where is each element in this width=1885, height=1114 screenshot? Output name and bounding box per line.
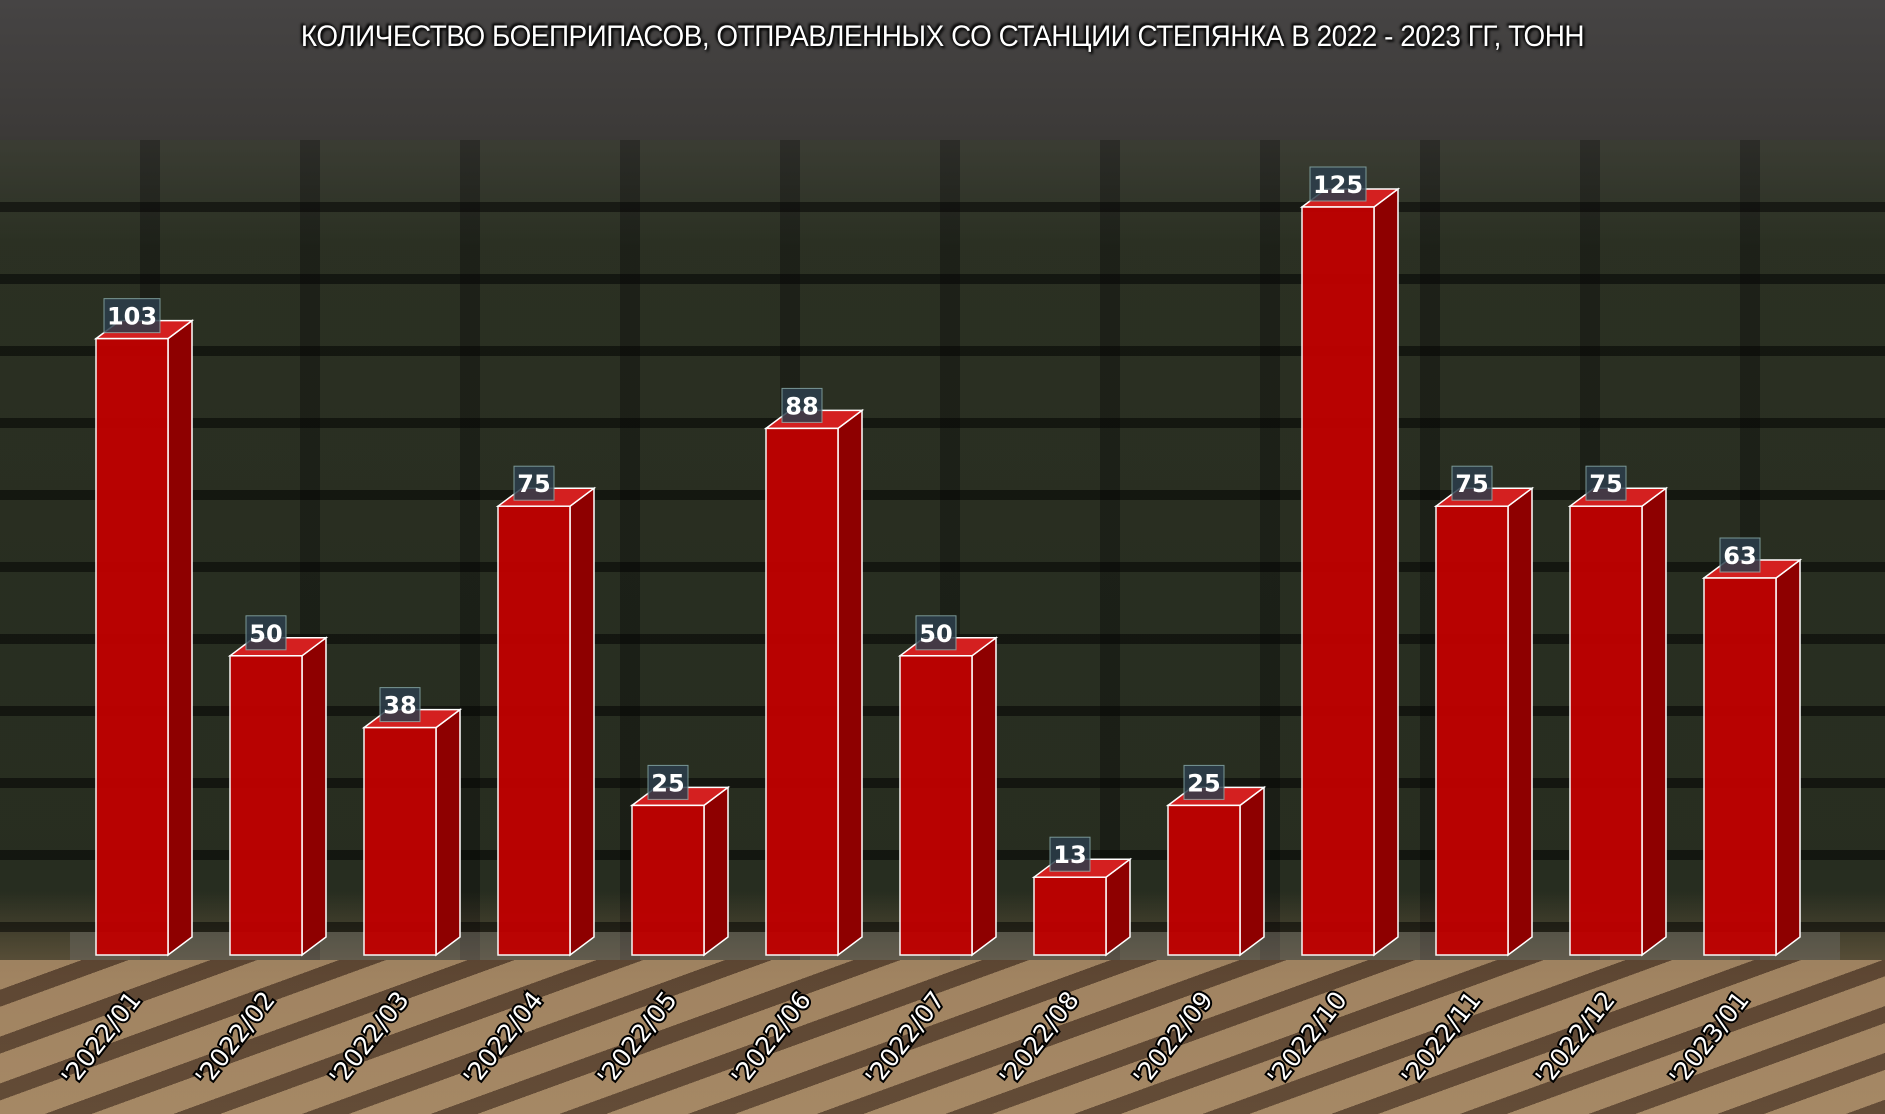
x-tick-label: '2022/10 (1262, 986, 1353, 1091)
data-label-box (513, 465, 555, 501)
data-label: 13 (1053, 841, 1086, 869)
bar-side (301, 636, 327, 957)
background-floor (0, 960, 1885, 1114)
data-label: 75 (1589, 470, 1622, 498)
bar-side (971, 636, 997, 957)
bar (1703, 577, 1777, 956)
x-tick-label: '2022/01 (56, 986, 147, 1091)
bar (1569, 505, 1643, 956)
data-label: 75 (517, 470, 550, 498)
x-tick-label: '2022/09 (1128, 986, 1219, 1091)
bar (229, 655, 303, 956)
x-tick-label: '2022/07 (860, 986, 951, 1091)
bar-side (1373, 187, 1399, 957)
data-label-box (1451, 465, 1493, 501)
data-label-box (1049, 836, 1091, 872)
data-label: 25 (1187, 769, 1220, 797)
bar (899, 655, 973, 956)
data-label-box (781, 387, 823, 423)
data-label: 63 (1723, 542, 1756, 570)
bar-side (569, 486, 595, 957)
bar (631, 804, 705, 956)
bar (1033, 876, 1107, 956)
data-label-box (647, 764, 689, 800)
data-label-box (103, 298, 161, 334)
bar (1167, 804, 1241, 956)
data-label-box (1183, 764, 1225, 800)
data-label-box (1309, 166, 1367, 202)
x-tick-label: '2022/05 (592, 986, 683, 1091)
data-label: 103 (107, 303, 157, 331)
x-tick-label: '2022/06 (726, 986, 817, 1091)
bar (1301, 206, 1375, 956)
data-label: 75 (1455, 470, 1488, 498)
data-label-box (915, 615, 957, 651)
data-label-box (245, 615, 287, 651)
bar (95, 337, 169, 956)
x-tick-label: '2022/08 (994, 986, 1085, 1091)
data-label: 50 (919, 620, 952, 648)
bar-side (837, 408, 863, 957)
data-label: 125 (1313, 171, 1363, 199)
data-label-box (1585, 465, 1627, 501)
data-label: 38 (383, 692, 416, 720)
x-tick-label: '2022/03 (324, 986, 415, 1091)
data-label: 25 (651, 769, 684, 797)
x-tick-label: '2023/01 (1664, 986, 1755, 1091)
x-tick-label: '2022/12 (1530, 986, 1621, 1091)
data-label: 50 (249, 620, 282, 648)
bar-side (435, 708, 461, 957)
x-tick-label: '2022/04 (458, 986, 549, 1091)
bar-side (1507, 486, 1533, 957)
bar (497, 505, 571, 956)
data-label-box (379, 687, 421, 723)
bar-side (1239, 785, 1265, 957)
bar (1435, 505, 1509, 956)
bar-side (703, 785, 729, 957)
bar-side (1775, 558, 1801, 957)
data-label: 88 (785, 392, 818, 420)
bar (765, 427, 839, 956)
bar-side (1641, 486, 1667, 957)
chart-title: КОЛИЧЕСТВО БОЕПРИПАСОВ, ОТПРАВЛЕННЫХ СО … (300, 20, 1585, 53)
bar (363, 726, 437, 956)
x-tick-label: '2022/02 (190, 986, 281, 1091)
x-tick-label: '2022/11 (1396, 986, 1487, 1091)
bar-side (167, 319, 193, 957)
data-label-box (1719, 537, 1761, 573)
